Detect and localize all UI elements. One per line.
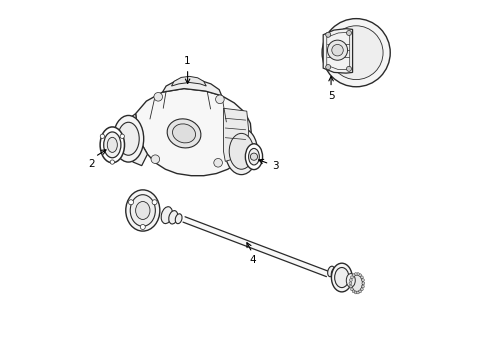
Circle shape [100,134,104,138]
Ellipse shape [136,202,150,220]
Circle shape [361,288,363,291]
Ellipse shape [351,275,363,292]
Circle shape [346,66,351,71]
Circle shape [110,160,115,164]
Circle shape [350,276,353,279]
Circle shape [329,26,383,80]
Text: 3: 3 [272,161,279,171]
Polygon shape [323,29,353,73]
Polygon shape [163,79,221,96]
Circle shape [152,200,157,205]
Polygon shape [183,217,328,276]
Ellipse shape [248,148,259,165]
Circle shape [362,282,365,285]
Circle shape [327,40,347,60]
Circle shape [322,19,390,87]
Circle shape [151,155,160,163]
Circle shape [349,285,352,288]
Ellipse shape [229,134,254,169]
Ellipse shape [328,266,335,277]
Circle shape [359,290,362,293]
Text: 4: 4 [249,255,256,265]
Circle shape [128,200,133,205]
Circle shape [326,32,331,37]
Ellipse shape [161,207,172,224]
Circle shape [357,273,360,275]
Ellipse shape [126,190,160,231]
Circle shape [332,44,343,56]
Ellipse shape [334,267,344,282]
Circle shape [362,285,365,288]
Circle shape [362,279,365,282]
Ellipse shape [175,214,182,224]
Circle shape [326,64,331,69]
Circle shape [354,291,357,294]
Circle shape [214,158,222,167]
Ellipse shape [225,128,258,175]
Polygon shape [172,76,206,86]
Ellipse shape [130,195,155,226]
Circle shape [359,274,362,276]
Circle shape [361,276,363,279]
Circle shape [154,93,163,101]
Text: 5: 5 [328,91,334,101]
Circle shape [250,153,258,160]
Ellipse shape [331,263,352,292]
Circle shape [140,225,146,229]
Text: 1: 1 [184,56,191,66]
Ellipse shape [167,119,201,148]
Circle shape [354,273,357,275]
Polygon shape [136,89,251,176]
Polygon shape [120,114,147,166]
Ellipse shape [169,211,178,224]
Polygon shape [223,108,248,161]
Ellipse shape [100,127,124,163]
Ellipse shape [346,274,355,287]
Circle shape [349,282,352,285]
Circle shape [346,31,351,36]
Ellipse shape [104,132,121,158]
Ellipse shape [113,116,144,162]
Ellipse shape [172,124,196,143]
Ellipse shape [245,144,263,170]
Ellipse shape [118,122,139,155]
Circle shape [352,290,355,293]
Circle shape [216,95,224,104]
Circle shape [120,134,124,138]
Text: 2: 2 [88,159,95,169]
Circle shape [357,291,360,294]
Ellipse shape [331,267,340,279]
Ellipse shape [335,267,349,288]
Circle shape [349,279,352,282]
Circle shape [350,288,353,291]
Circle shape [352,274,355,276]
Ellipse shape [107,137,117,152]
